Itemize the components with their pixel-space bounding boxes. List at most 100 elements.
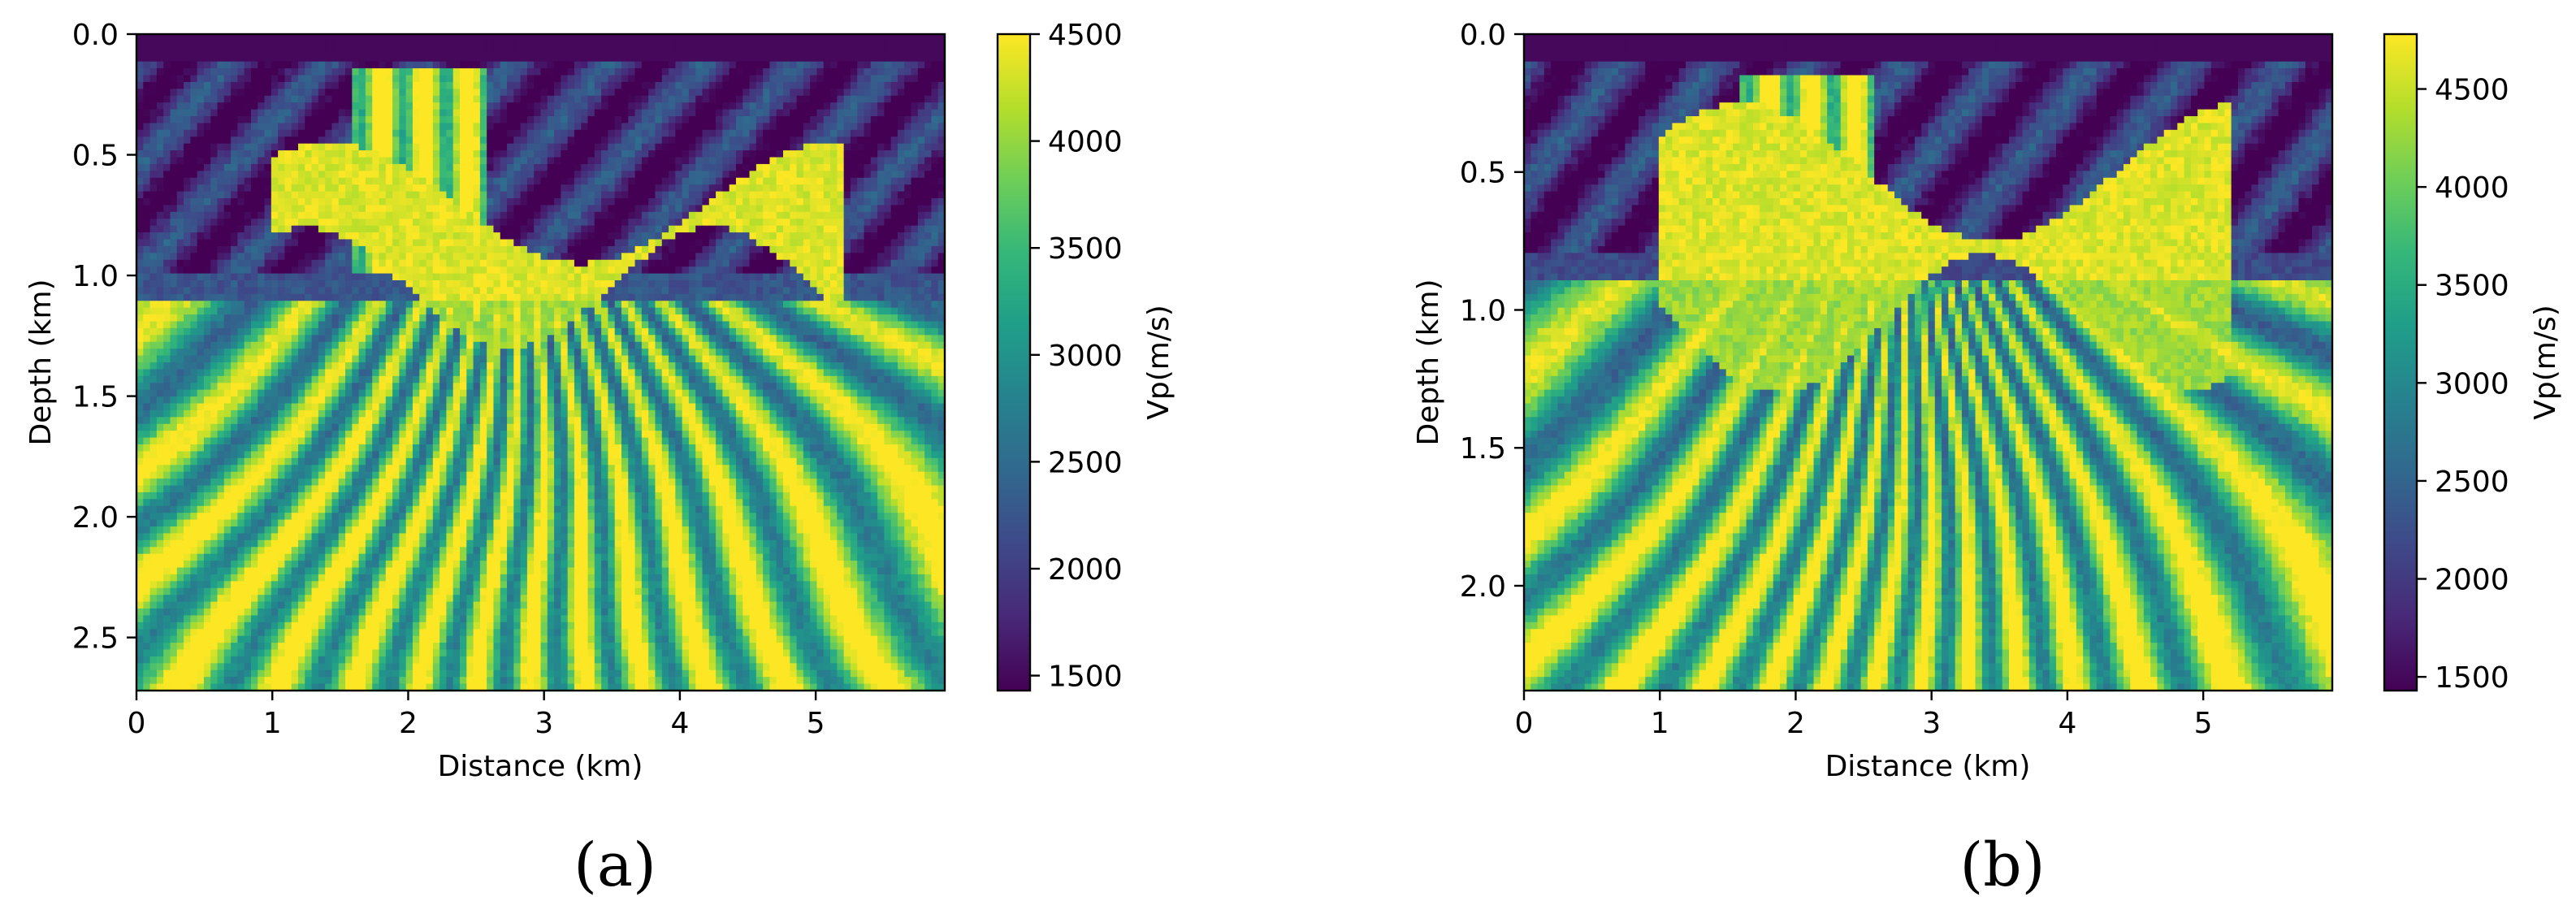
heatmap-cell: [735, 109, 743, 117]
heatmap-cell: [412, 54, 420, 63]
heatmap-cell: [594, 280, 602, 288]
heatmap-cell: [250, 95, 258, 103]
heatmap-cell: [412, 245, 420, 253]
heatmap-cell: [365, 34, 373, 42]
heatmap-cell: [587, 307, 595, 315]
heatmap-cell: [190, 102, 198, 110]
heatmap-cell: [520, 259, 528, 267]
heatmap-cell: [911, 102, 919, 110]
heatmap-cell: [648, 81, 656, 89]
heatmap-cell: [735, 163, 743, 171]
heatmap-cell: [358, 47, 366, 55]
heatmap-cell: [231, 232, 238, 240]
heatmap-cell: [237, 211, 245, 219]
heatmap-cell: [567, 81, 575, 89]
heatmap-cell: [318, 123, 326, 131]
heatmap-cell: [675, 273, 683, 281]
heatmap-cell: [702, 89, 710, 97]
heatmap-cell: [405, 75, 413, 83]
heatmap-cell: [648, 123, 656, 131]
heatmap-cell: [291, 219, 299, 227]
heatmap-cell: [271, 177, 279, 185]
heatmap-cell: [628, 34, 636, 42]
heatmap-cell: [338, 163, 346, 171]
heatmap-cell: [184, 239, 191, 247]
heatmap-cell: [331, 116, 340, 124]
heatmap-cell: [843, 123, 851, 131]
heatmap-cell: [520, 150, 528, 158]
heatmap-cell: [405, 266, 413, 275]
heatmap-cell: [722, 205, 730, 213]
heatmap-cell: [669, 157, 676, 165]
heatmap-cell: [466, 157, 474, 165]
heatmap-cell: [722, 123, 730, 131]
heatmap-cell: [830, 184, 838, 193]
heatmap-cell: [843, 41, 851, 49]
heatmap-cell: [755, 34, 764, 42]
heatmap-cell: [223, 109, 232, 117]
heatmap-cell: [513, 280, 522, 288]
heatmap-cell: [143, 102, 151, 110]
heatmap-cell: [392, 143, 400, 151]
heatmap-cell: [735, 54, 743, 63]
heatmap-cell: [298, 54, 305, 63]
heatmap-cell: [345, 259, 353, 267]
heatmap-cell: [769, 116, 777, 124]
heatmap-cell: [843, 157, 851, 165]
heatmap-cell: [311, 123, 319, 131]
heatmap-cell: [634, 287, 643, 295]
heatmap-cell: [487, 245, 495, 253]
heatmap-cell: [581, 232, 589, 240]
heatmap-cell: [614, 75, 622, 83]
heatmap-cell: [695, 163, 704, 171]
heatmap-cell: [318, 171, 326, 179]
heatmap-cell: [816, 163, 825, 171]
heatmap-cell: [587, 293, 595, 301]
heatmap-cell: [601, 266, 609, 275]
heatmap-cell: [931, 198, 939, 206]
heatmap-cell: [352, 163, 360, 171]
heatmap-cell: [507, 198, 514, 206]
heatmap-cell: [405, 54, 413, 63]
heatmap-cell: [695, 239, 704, 247]
heatmap-cell: [305, 171, 313, 179]
heatmap-cell: [634, 184, 643, 193]
heatmap-cell: [722, 116, 730, 124]
heatmap-cell: [755, 54, 764, 63]
heatmap-cell: [250, 109, 258, 117]
heatmap-cell: [776, 239, 784, 247]
heatmap-cell: [460, 81, 467, 89]
heatmap-cell: [769, 150, 777, 158]
heatmap-cell: [250, 68, 258, 76]
heatmap-cell: [716, 136, 723, 145]
heatmap-cell: [702, 211, 710, 219]
heatmap-cell: [231, 245, 238, 253]
heatmap-cell: [372, 54, 380, 63]
heatmap-cell: [203, 225, 211, 233]
heatmap-cell: [567, 266, 575, 275]
heatmap-cell: [372, 307, 380, 315]
heatmap-cell: [911, 150, 919, 158]
heatmap-cell: [776, 225, 784, 233]
heatmap-cell: [783, 287, 790, 295]
heatmap-cell: [735, 198, 743, 206]
heatmap-cell: [399, 116, 407, 124]
heatmap-cell: [870, 68, 878, 76]
heatmap-cell: [446, 75, 454, 83]
heatmap-cell: [634, 150, 643, 158]
heatmap-cell: [237, 191, 245, 199]
heatmap-cell: [587, 177, 595, 185]
heatmap-cell: [722, 307, 730, 315]
heatmap-cell: [318, 280, 326, 288]
heatmap-cell: [526, 150, 535, 158]
heatmap-cell: [648, 219, 656, 227]
heatmap-cell: [298, 47, 305, 55]
heatmap-cell: [601, 307, 609, 315]
heatmap-cell: [419, 191, 427, 199]
heatmap-cell: [540, 116, 548, 124]
heatmap-cell: [419, 150, 427, 158]
heatmap-cell: [176, 266, 184, 275]
heatmap-cell: [244, 198, 252, 206]
heatmap-cell: [708, 177, 717, 185]
